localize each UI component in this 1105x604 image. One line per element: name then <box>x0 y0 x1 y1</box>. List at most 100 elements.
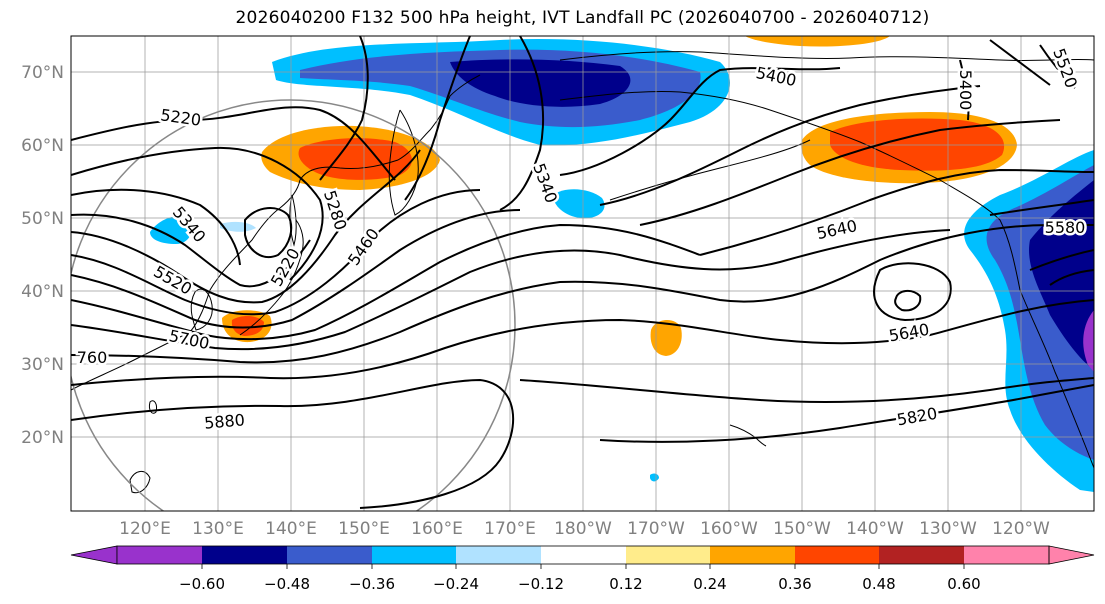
contour-line <box>71 146 324 281</box>
colorbar-swatch <box>117 546 202 564</box>
contour-line <box>71 189 481 316</box>
ivt-red-region-okhotsk <box>298 138 412 180</box>
contour-line <box>244 207 293 258</box>
colorbar-tick-label: −0.60 <box>179 575 225 593</box>
lon-label: 160°W <box>700 519 758 539</box>
contour-line <box>989 199 1094 216</box>
lon-label: 150°W <box>773 519 831 539</box>
lat-label: 40°N <box>21 282 64 302</box>
colorbar-swatch <box>541 546 626 564</box>
contour-line <box>71 106 396 181</box>
colorbar-swatch <box>626 546 710 564</box>
sakhalin-island <box>289 194 297 247</box>
ivt-dark-region-east <box>1029 180 1094 370</box>
contour-line <box>71 224 1094 364</box>
colorbar-tick-label: 0.24 <box>693 575 726 593</box>
colorbar-tick-label: 0.36 <box>778 575 811 593</box>
asia-coast <box>71 74 481 391</box>
colorbar-tick-label: 0.12 <box>609 575 642 593</box>
colorbar-tick-label: −0.12 <box>518 575 564 593</box>
graticule <box>71 36 1094 511</box>
lon-label: 140°E <box>265 519 317 539</box>
contour-line <box>319 36 369 181</box>
ivt-orange-region-top <box>745 36 890 47</box>
contour-label: 5580 <box>1045 218 1086 237</box>
lon-label: 130°E <box>192 519 244 539</box>
contour-line <box>599 85 981 206</box>
ivt-negative-shading <box>150 39 1094 492</box>
ivt-dark-region-north <box>450 59 631 107</box>
ivt-lightblue-region-west <box>220 221 256 232</box>
colorbar-swatch <box>202 546 287 564</box>
lon-label: 140°W <box>846 519 904 539</box>
colorbar-tick-label: 0.48 <box>862 575 895 593</box>
colorbar-swatch <box>710 546 795 564</box>
alaska-coast <box>559 91 1094 469</box>
contour-line <box>71 299 1094 386</box>
contour-line <box>71 149 421 304</box>
contour-line <box>699 168 1094 256</box>
contour-line <box>639 119 1061 226</box>
aleutian-chain <box>609 139 811 201</box>
range-circle <box>71 99 516 511</box>
arctic-coast <box>559 51 1094 62</box>
colorbar-swatch <box>456 546 541 564</box>
contour-line <box>71 188 241 266</box>
contour-label: 760 <box>77 348 108 367</box>
contour-line <box>519 377 1094 403</box>
colorbar-tick-label: −0.24 <box>433 575 479 593</box>
lon-label: 170°W <box>627 519 685 539</box>
lat-label: 20°N <box>21 428 64 448</box>
colorbar-swatch <box>1048 545 1095 565</box>
ivt-small-blue-south <box>650 473 659 482</box>
ivt-purple-region-east <box>1083 310 1094 372</box>
lat-label: 30°N <box>21 355 64 375</box>
height-contours <box>71 36 1094 509</box>
lat-labels: 70°N 60°N 50°N 40°N 30°N 20°N <box>21 63 64 448</box>
lon-label: 120°E <box>119 519 171 539</box>
contour-line <box>499 36 545 211</box>
colorbar-swatch <box>70 545 118 565</box>
contour-label: 5880 <box>203 410 245 432</box>
colorbar-swatch <box>795 546 879 564</box>
contour-line <box>71 213 311 288</box>
contour-line <box>1049 269 1094 286</box>
contour-line <box>873 262 952 322</box>
colorbar-swatch <box>287 546 372 564</box>
map-panel: 5220 5340 5400 5400 5340 5280 5460 5220 … <box>71 36 1094 511</box>
coastlines <box>71 51 1094 494</box>
contour-line <box>71 223 701 341</box>
colorbar-swatch <box>372 546 456 564</box>
lon-label: 180°W <box>554 519 612 539</box>
ivt-blue-region-west <box>150 216 193 244</box>
lat-label: 70°N <box>21 63 64 83</box>
colorbar-swatch <box>879 546 964 564</box>
contour-line <box>989 39 1051 86</box>
lon-label: 130°W <box>919 519 977 539</box>
colorbar-frame <box>116 545 1050 565</box>
colorbar-swatch <box>964 546 1049 564</box>
colorbar-tick-label: −0.36 <box>349 575 395 593</box>
lat-label: 60°N <box>21 136 64 156</box>
contour-line <box>71 378 515 509</box>
contour-line <box>1039 44 1076 89</box>
colorbar-tick-label: 0.60 <box>947 575 980 593</box>
contour-line <box>71 209 521 329</box>
contour-line <box>894 290 922 312</box>
contour-line <box>559 67 841 176</box>
ivt-orange-region-pacific <box>650 319 682 356</box>
taiwan-island <box>149 400 157 414</box>
map-title: 2026040200 F132 500 hPa height, IVT Land… <box>235 8 930 28</box>
contour-line <box>404 36 471 201</box>
contour-line <box>1029 249 1094 271</box>
contour-label: 5400 <box>956 70 975 111</box>
contour-line <box>71 229 951 351</box>
lon-labels: 120°E 130°E 140°E 150°E 160°E 170°E 180°… <box>119 519 1050 539</box>
lon-label: 170°E <box>484 519 536 539</box>
philippines-islands <box>129 471 151 494</box>
colorbar: −0.60 −0.48 −0.36 −0.24 −0.12 0.12 0.24 … <box>70 545 1095 593</box>
contour-line <box>599 384 1094 443</box>
ivt-blue-region-bering <box>553 189 605 219</box>
lon-label: 120°W <box>992 519 1050 539</box>
